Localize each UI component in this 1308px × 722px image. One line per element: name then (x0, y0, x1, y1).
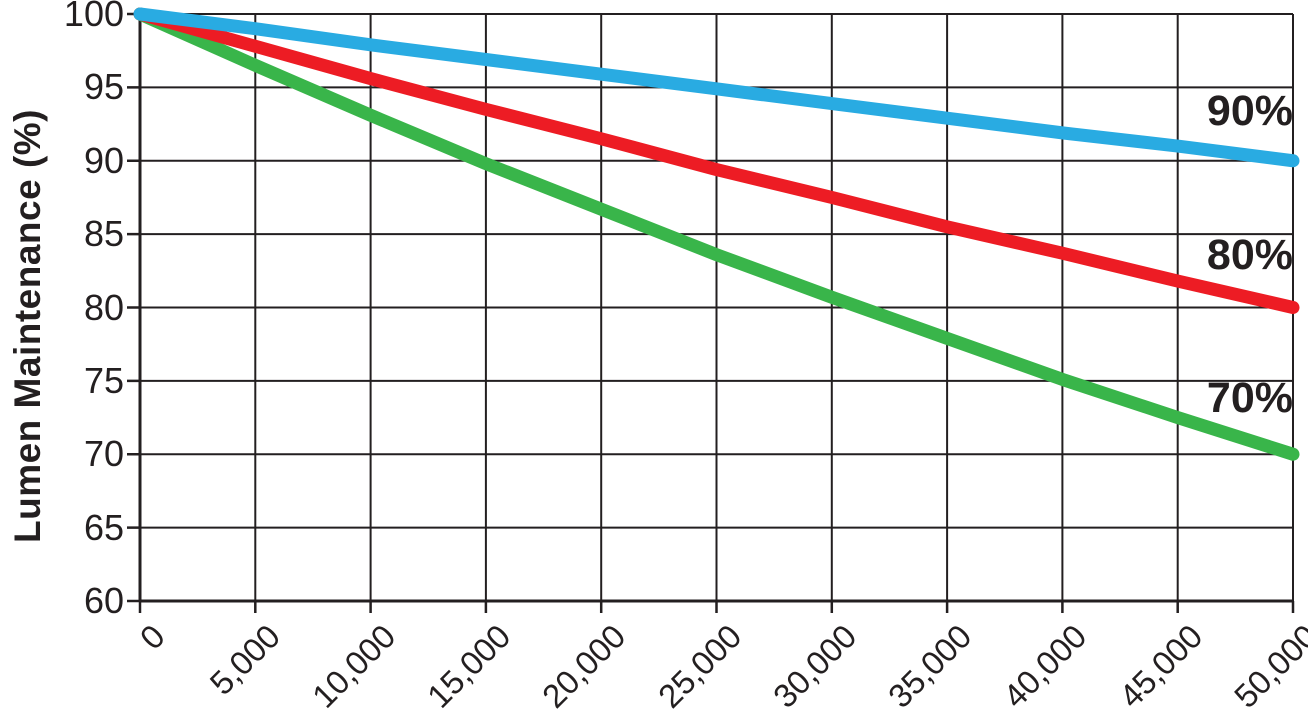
series-line-90-percent (133, 7, 1300, 168)
series-line-70-percent (133, 7, 1300, 461)
series-line-80-percent (133, 7, 1300, 314)
